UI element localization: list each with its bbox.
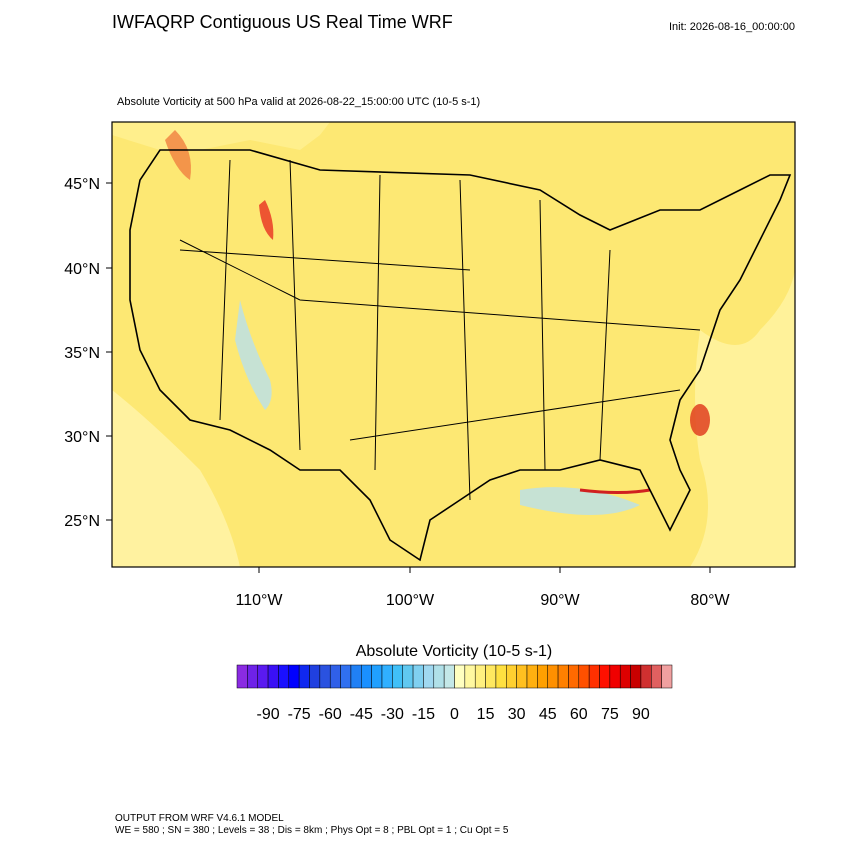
colorbar-box — [267, 664, 279, 689]
field-patch — [235, 300, 272, 410]
map-frame — [111, 121, 796, 568]
lat-label: 35°N — [64, 345, 100, 362]
field-patch — [259, 200, 274, 240]
colorbar-box — [485, 664, 497, 689]
lat-label: 25°N — [64, 513, 100, 530]
colorbar-box — [433, 664, 445, 689]
colorbar-tick-label: 90 — [632, 706, 650, 723]
colorbar-box — [298, 664, 310, 689]
colorbar-box — [319, 664, 331, 689]
colorbar-box — [516, 664, 528, 689]
colorbar-title: Absolute Vorticity (10-5 s-1) — [356, 643, 553, 660]
colorbar-box — [423, 664, 435, 689]
colorbar-box — [381, 664, 393, 689]
lon-label: 110°W — [235, 592, 283, 609]
colorbar-box — [247, 664, 258, 689]
colorbar-box — [609, 664, 621, 689]
colorbar-box — [454, 664, 466, 689]
title: IWFAQRP Contiguous US Real Time WRF — [112, 12, 453, 32]
colorbar-box — [474, 664, 486, 689]
colorbar-box — [599, 664, 611, 689]
colorbar-tick-label: -15 — [412, 706, 435, 723]
colorbar-tick-label: -75 — [288, 706, 311, 723]
lon-label: 80°W — [690, 592, 730, 609]
colorbar-box — [506, 664, 517, 689]
ocean-field — [690, 270, 795, 567]
colorbar-box — [464, 664, 476, 689]
colorbar-box — [392, 664, 403, 689]
colorbar-box — [412, 664, 424, 689]
colorbar-box — [329, 664, 341, 689]
lat-label: 45°N — [64, 176, 100, 193]
colorbar-tick-label: 30 — [508, 706, 526, 723]
state-lines — [179, 159, 701, 501]
colorbar-box — [619, 664, 631, 689]
colorbar-tick-label: -60 — [319, 706, 342, 723]
lat-label: 30°N — [64, 429, 100, 446]
colorbar-box — [557, 664, 569, 689]
colorbar-box — [371, 664, 383, 689]
colorbar-box — [236, 664, 248, 689]
map-field — [112, 122, 795, 567]
init-time: Init: 2026-08-16_00:00:00 — [669, 21, 795, 33]
colorbar-box — [526, 664, 538, 689]
colorbar-box — [630, 664, 642, 689]
colorbar-box — [340, 664, 352, 689]
colorbar-tick-label: -90 — [257, 706, 280, 723]
colorbar-tick-label: -30 — [381, 706, 404, 723]
colorbar-box — [537, 664, 548, 689]
colorbar-tick-label: 75 — [601, 706, 619, 723]
us-outline — [129, 149, 792, 562]
colorbar-tick-label: -45 — [350, 706, 373, 723]
colorbar-box — [278, 664, 290, 689]
colorbar-box — [495, 664, 507, 689]
lon-label: 90°W — [540, 592, 580, 609]
colorbar-box — [588, 664, 600, 689]
colorbar-box — [651, 664, 662, 689]
footer-line: WE = 580 ; SN = 380 ; Levels = 38 ; Dis … — [115, 825, 509, 836]
colorbar-tick-label: 0 — [450, 706, 459, 723]
colorbar-tick-label: 60 — [570, 706, 588, 723]
colorbar-box — [257, 664, 269, 689]
field-patch — [520, 487, 640, 515]
field-patch — [690, 404, 710, 436]
colorbar-tick-label: 45 — [539, 706, 557, 723]
field-patch — [165, 130, 191, 180]
colorbar-box — [640, 664, 652, 689]
map — [111, 121, 796, 568]
colorbar-box — [402, 664, 414, 689]
colorbar-box — [350, 664, 362, 689]
ocean-field — [112, 390, 240, 567]
colorbar-box — [361, 664, 372, 689]
colorbar-box — [661, 664, 673, 689]
colorbar-box — [288, 664, 300, 689]
subtitle: Absolute Vorticity at 500 hPa valid at 2… — [117, 96, 480, 108]
lon-label: 100°W — [386, 592, 435, 609]
colorbar-box — [309, 664, 321, 689]
field-patch — [579, 488, 651, 494]
colorbar-box — [568, 664, 580, 689]
colorbar-box — [547, 664, 559, 689]
colorbar-box — [578, 664, 590, 689]
colorbar-tick-label: 15 — [477, 706, 495, 723]
lat-label: 40°N — [64, 261, 100, 278]
footer-line: OUTPUT FROM WRF V4.6.1 MODEL — [115, 813, 284, 824]
colorbar-box — [443, 664, 455, 689]
